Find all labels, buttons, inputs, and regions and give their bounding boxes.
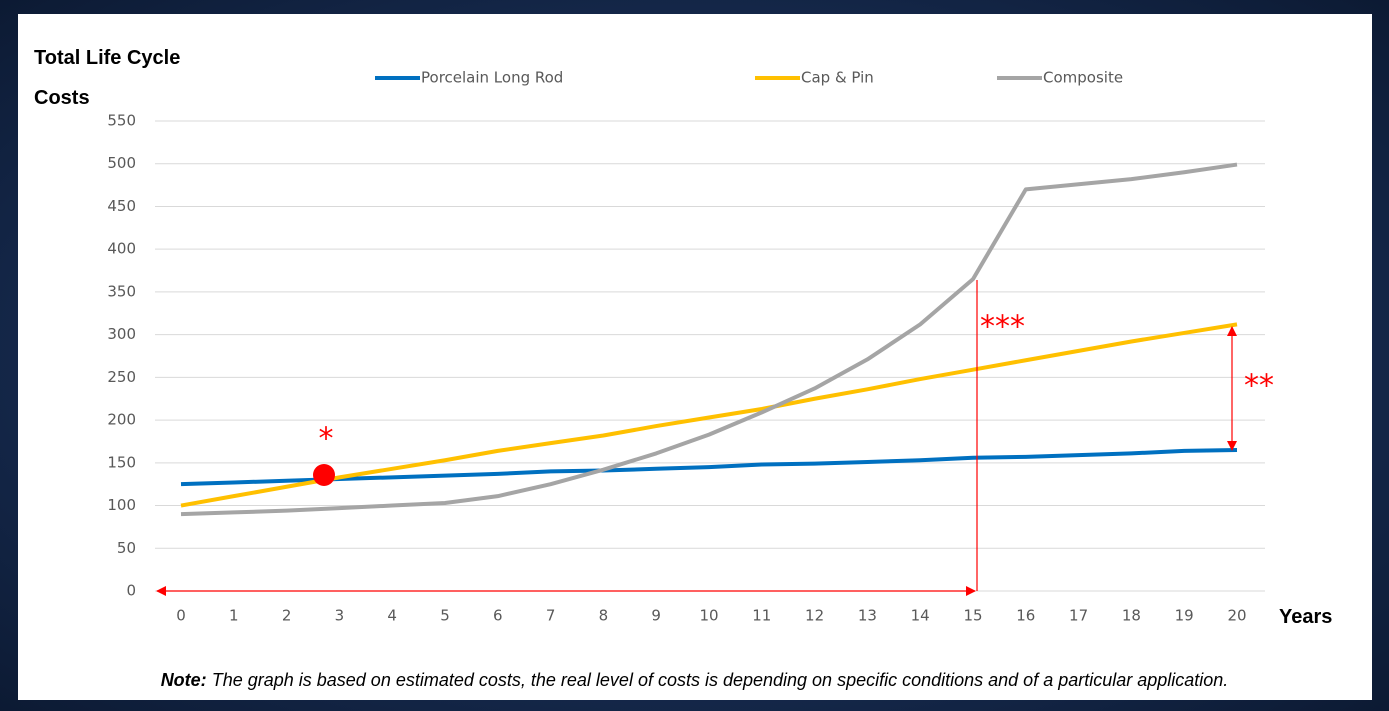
note-label: Note: <box>160 670 207 690</box>
x-tick-label: 15 <box>963 607 982 625</box>
note-text: The graph is based on estimated costs, t… <box>211 670 1229 690</box>
x-tick-label: 1 <box>229 607 239 625</box>
x-tick-label: 0 <box>176 607 186 625</box>
y-tick-label: 250 <box>107 368 136 386</box>
chart-title: Total Life Cycle Costs <box>34 47 181 109</box>
x-tick-label: 13 <box>858 607 877 625</box>
annotation: * <box>319 422 334 457</box>
x-tick-label: 9 <box>651 607 661 625</box>
x-tick-label: 20 <box>1227 607 1246 625</box>
x-tick-label: 2 <box>282 607 292 625</box>
x-tick-label: 16 <box>1016 607 1035 625</box>
series-line <box>180 162 1238 517</box>
x-tick-label: 4 <box>387 607 397 625</box>
x-tick-label: 18 <box>1122 607 1141 625</box>
y-tick-label: 100 <box>107 496 136 514</box>
x-tick-label: 8 <box>599 607 609 625</box>
y-tick-label: 550 <box>107 112 136 130</box>
y-tick-label: 50 <box>117 539 136 557</box>
annotation: *** <box>980 310 1025 345</box>
x-tick-label: 19 <box>1175 607 1194 625</box>
y-tick-label: 450 <box>107 197 136 215</box>
y-tick-label: 500 <box>107 154 136 172</box>
y-tick-label: 200 <box>107 411 136 429</box>
legend-label: Porcelain Long Rod <box>421 69 563 87</box>
x-tick-label: 10 <box>699 607 718 625</box>
x-tick-label: 12 <box>805 607 824 625</box>
x-tick-label: 3 <box>335 607 345 625</box>
x-tick-label: 14 <box>911 607 930 625</box>
y-tick-label: 350 <box>107 282 136 300</box>
y-tick-label: 150 <box>107 453 136 471</box>
legend-label: Composite <box>1043 69 1123 87</box>
series-line <box>180 448 1238 487</box>
annotation: ** <box>1244 369 1274 404</box>
annotation-dot <box>313 464 335 486</box>
x-tick-label: 5 <box>440 607 450 625</box>
chart-panel <box>18 14 1372 700</box>
y-tick-label: 400 <box>107 240 136 258</box>
x-tick-label: 6 <box>493 607 503 625</box>
y-tick-label: 300 <box>107 325 136 343</box>
series-line <box>180 322 1238 508</box>
legend-label: Cap & Pin <box>801 69 874 87</box>
note: Note: The graph is based on estimated co… <box>0 670 1389 691</box>
x-tick-label: 17 <box>1069 607 1088 625</box>
y-tick-label: 0 <box>126 582 136 600</box>
x-axis-label: Years <box>1279 606 1333 628</box>
lines <box>180 162 1238 517</box>
x-tick-label: 7 <box>546 607 556 625</box>
x-tick-label: 11 <box>752 607 771 625</box>
